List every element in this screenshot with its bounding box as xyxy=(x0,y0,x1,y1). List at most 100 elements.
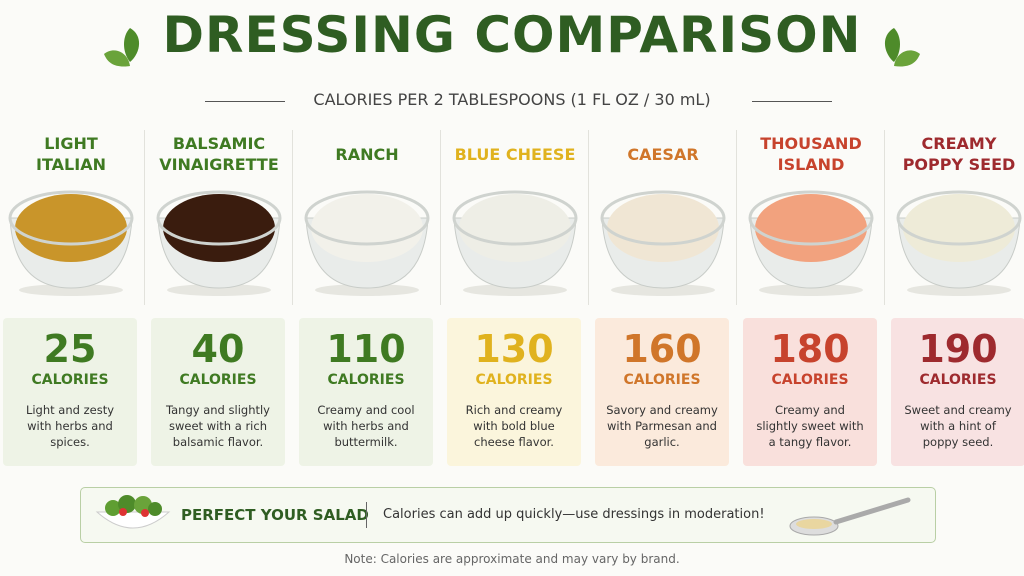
leaf-icon xyxy=(104,28,140,67)
description: Tangy and slightly sweet with a rich bal… xyxy=(166,403,270,449)
calorie-card: 160 CALORIES Savory and creamy with Parmes… xyxy=(595,318,729,466)
bowl-shadow xyxy=(907,284,1011,296)
name-line: BALSAMIC xyxy=(172,134,266,153)
bowl-rim xyxy=(896,190,1022,246)
name-line: LIGHT xyxy=(44,134,98,153)
divider xyxy=(366,502,367,528)
dressing-column: CAESAR 160 CALORIES Savory and creamy with … xyxy=(595,120,731,470)
dressing-name: THOUSAND ISLAND xyxy=(743,130,879,178)
dressing-name: BLUE CHEESE xyxy=(447,130,583,178)
separator xyxy=(440,130,441,305)
calorie-unit: CALORIES xyxy=(179,372,257,388)
name-line: ISLAND xyxy=(777,155,845,174)
calorie-card: 180 CALORIES Creamy and slightly sweet wit… xyxy=(743,318,877,466)
bowl-shadow xyxy=(611,284,715,296)
bowl-shadow xyxy=(759,284,863,296)
leaf-icon xyxy=(884,28,920,67)
dressing-name: CAESAR xyxy=(595,130,731,178)
bowl-rim xyxy=(8,190,134,246)
sauce xyxy=(755,194,867,262)
bowl xyxy=(8,190,134,296)
dressing-name: LIGHT ITALIAN xyxy=(3,130,139,178)
description: Creamy and slightly sweet with a tangy f… xyxy=(756,403,864,449)
bowl-rim xyxy=(452,190,578,246)
calorie-value: 25 xyxy=(43,327,97,371)
name-line: RANCH xyxy=(335,144,399,164)
separator xyxy=(736,130,737,305)
bowl xyxy=(452,190,578,296)
subtitle: CALORIES PER 2 TABLESPOONS (1 FL OZ / 30… xyxy=(313,90,711,109)
calorie-card: 130 CALORIES Rich and creamy with bold blu… xyxy=(447,318,581,466)
bowl xyxy=(600,190,726,296)
calorie-unit: CALORIES xyxy=(327,372,405,388)
calorie-value: 160 xyxy=(622,327,702,371)
banner-title: PERFECT YOUR SALAD xyxy=(181,506,369,524)
calorie-unit: CALORIES xyxy=(475,372,553,388)
calorie-card: 25 CALORIES Light and zesty with herbs and… xyxy=(3,318,137,466)
dressing-column: CREAMY POPPY SEED 190 CALORIES Sweet and cre… xyxy=(891,120,1024,470)
calorie-unit: CALORIES xyxy=(771,372,849,388)
calorie-value: 180 xyxy=(770,327,850,371)
calorie-card: 40 CALORIES Tangy and slightly sweet with … xyxy=(151,318,285,466)
calorie-value: 130 xyxy=(474,327,554,371)
bowl-shadow xyxy=(19,284,123,296)
calorie-unit: CALORIES xyxy=(31,372,109,388)
footnote: Note: Calories are approximate and may v… xyxy=(344,552,680,566)
calorie-value: 110 xyxy=(326,327,406,371)
dressing-column: RANCH 110 CALORIES Creamy and cool with her… xyxy=(299,120,435,470)
description: Rich and creamy with bold blue cheese fl… xyxy=(465,403,563,449)
separator xyxy=(292,130,293,305)
divider xyxy=(752,101,832,102)
sauce xyxy=(311,194,423,262)
calorie-unit: CALORIES xyxy=(919,372,997,388)
bowl xyxy=(748,190,874,296)
calorie-card: 190 CALORIES Sweet and creamy with a hint … xyxy=(891,318,1024,466)
salad-icon xyxy=(95,495,171,529)
sauce xyxy=(15,194,127,262)
calorie-unit: CALORIES xyxy=(623,372,701,388)
description: Creamy and cool with herbs and buttermil… xyxy=(317,403,415,449)
bowl xyxy=(156,190,282,296)
description: Light and zesty with herbs and spices. xyxy=(25,403,115,449)
name-line: POPPY SEED xyxy=(902,155,1016,174)
sauce xyxy=(163,194,275,262)
name-line: ITALIAN xyxy=(36,155,106,174)
name-line: CAESAR xyxy=(627,144,699,164)
calorie-card: 110 CALORIES Creamy and cool with herbs an… xyxy=(299,318,433,466)
divider xyxy=(205,101,285,102)
title: DRESSING COMPARISON xyxy=(162,6,862,64)
dressing-name: BALSAMIC VINAIGRETTE xyxy=(151,130,287,178)
tip-banner: PERFECT YOUR SALAD Calories can add up q… xyxy=(80,487,936,543)
description: Savory and creamy with Parmesan and garl… xyxy=(606,403,718,449)
sauce xyxy=(903,194,1015,262)
bowl-shadow xyxy=(463,284,567,296)
name-line: CREAMY xyxy=(921,134,997,153)
separator xyxy=(884,130,885,305)
dressing-column: THOUSAND ISLAND 180 CALORIES Creamy and slig… xyxy=(743,120,879,470)
bowl-rim xyxy=(600,190,726,246)
dressing-column: BALSAMIC VINAIGRETTE 40 CALORIES Tangy and s… xyxy=(151,120,287,470)
bowl-rim xyxy=(304,190,430,246)
separator xyxy=(144,130,145,305)
dressing-name: RANCH xyxy=(299,130,435,178)
description: Sweet and creamy with a hint of poppy se… xyxy=(904,403,1012,449)
bowl xyxy=(896,190,1022,296)
banner-message: Calories can add up quickly—use dressing… xyxy=(383,507,765,522)
name-line: THOUSAND xyxy=(760,134,862,153)
bowl-shadow xyxy=(167,284,271,296)
dressing-column: LIGHT ITALIAN 25 CALORIES Light and zesty wi… xyxy=(3,120,139,470)
dressing-name: CREAMY POPPY SEED xyxy=(891,130,1024,178)
spoon-icon xyxy=(789,497,911,536)
bowl-rim xyxy=(748,190,874,246)
name-line: BLUE CHEESE xyxy=(454,144,576,164)
dressing-column: BLUE CHEESE 130 CALORIES Rich and creamy wi… xyxy=(447,120,583,470)
bowl-rim xyxy=(156,190,282,246)
name-line: VINAIGRETTE xyxy=(159,155,279,174)
bowl-shadow xyxy=(315,284,419,296)
calorie-value: 190 xyxy=(918,327,998,371)
sauce xyxy=(459,194,571,262)
calorie-value: 40 xyxy=(191,327,245,371)
sauce xyxy=(607,194,719,262)
separator xyxy=(588,130,589,305)
